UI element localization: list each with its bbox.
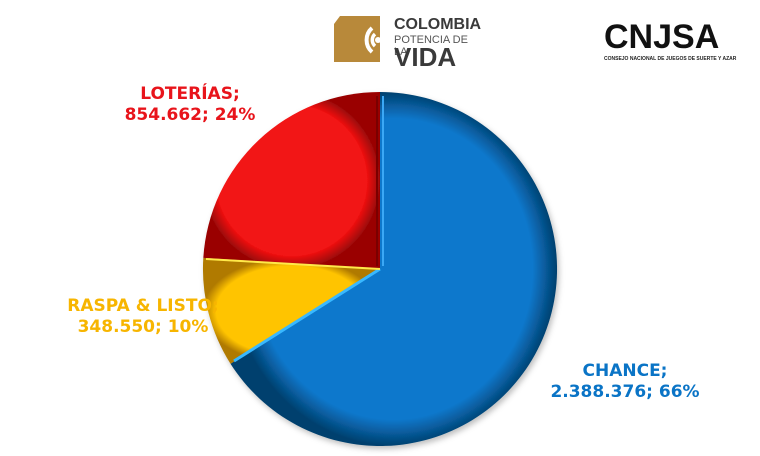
label-raspa-value: 348.550; 10%: [77, 317, 209, 337]
colombia-logo-icon: [334, 16, 381, 62]
label-chance-value: 2.388.376; 66%: [550, 382, 700, 402]
label-loterias-value: 854.662; 24%: [124, 105, 256, 125]
label-chance-name: CHANCE;: [582, 361, 668, 381]
cnjsa-subtitle: CONSEJO NACIONAL DE JUEGOS DE SUERTE Y A…: [604, 56, 737, 62]
slice-chance[interactable]: [230, 92, 558, 446]
label-loterias-name: LOTERÍAS;: [140, 84, 240, 104]
slice-raspa[interactable]: [202, 257, 380, 364]
slice-loterias[interactable]: [203, 92, 380, 269]
logo-cnjsa: CNJSA CONSEJO NACIONAL DE JUEGOS DE SUER…: [604, 20, 744, 62]
label-chance: CHANCE; 2.388.376; 66%: [540, 361, 710, 403]
label-raspa: RASPA & LISTO; 348.550; 10%: [48, 296, 238, 338]
logo-line3: VIDA: [394, 42, 457, 72]
label-loterias: LOTERÍAS; 854.662; 24%: [115, 84, 265, 126]
cnjsa-title: CNJSA: [604, 18, 720, 56]
logo-colombia: COLOMBIA POTENCIA DE LA VIDA: [332, 14, 482, 70]
logo-line2: POTENCIA DE LA: [394, 34, 468, 58]
logo-line1: COLOMBIA: [394, 16, 482, 33]
label-raspa-name: RASPA & LISTO;: [67, 296, 219, 316]
